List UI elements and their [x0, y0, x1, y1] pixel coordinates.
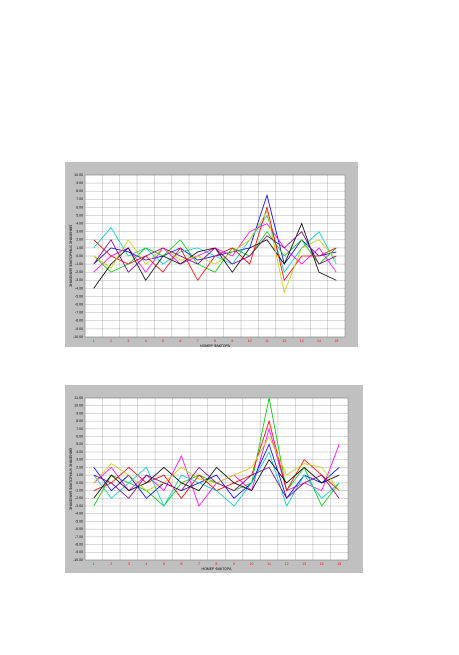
y-tick-label: 10.00	[74, 404, 83, 408]
x-tick-label: 5	[162, 339, 164, 343]
y-tick-label: -8.00	[75, 319, 83, 323]
x-tick-label: 10	[250, 562, 254, 566]
y-tick-label: -6.00	[75, 527, 83, 531]
x-tick-label: 6	[180, 562, 182, 566]
x-tick-label: 11	[265, 339, 269, 343]
y-tick-label: 6.00	[76, 434, 83, 438]
series-line	[93, 458, 340, 499]
y-tick-label: 0.00	[76, 254, 83, 258]
x-tick-label: 10	[248, 339, 252, 343]
y-tick-label: -9.00	[75, 550, 83, 554]
x-tick-label: 9	[233, 562, 235, 566]
y-axis-title: ЗНАЧЕНИЯ ФАКТОРНЫХ ЗНАЧЕНИЙ	[69, 225, 73, 287]
y-tick-label: 5.00	[76, 442, 83, 446]
y-tick-label: 2.00	[76, 238, 83, 242]
series-line	[93, 443, 340, 500]
y-tick-label: 1.00	[76, 473, 83, 477]
y-axis-title: ЗНАЧЕНИЯ ФАКТОРНЫХ ЗНАЧЕНИЙ	[69, 448, 73, 510]
y-tick-label: 1.00	[76, 246, 83, 250]
x-tick-label: 14	[317, 339, 321, 343]
y-tick-label: -6.00	[75, 303, 83, 307]
x-axis-title: НОМЕР ФАКТОРА	[202, 567, 233, 571]
y-tick-label: 8.00	[76, 189, 83, 193]
y-tick-label: 8.00	[76, 419, 83, 423]
series-line	[93, 205, 337, 282]
y-tick-label: -8.00	[75, 542, 83, 546]
x-tick-label: 5	[163, 562, 165, 566]
x-tick-label: 1	[93, 339, 95, 343]
y-tick-label: -7.00	[75, 535, 83, 539]
y-tick-label: 9.00	[76, 411, 83, 415]
x-tick-label: 12	[282, 339, 286, 343]
y-tick-label: -1.00	[75, 262, 83, 266]
y-tick-label: -9.00	[75, 327, 83, 331]
y-tick-label: 5.00	[76, 213, 83, 217]
x-tick-label: 8	[216, 562, 218, 566]
x-axis-title: НОМЕР ФАКТОРА	[200, 344, 231, 348]
y-tick-label: 9.00	[76, 181, 83, 185]
y-tick-label: 4.00	[76, 450, 83, 454]
y-tick-label: 6.00	[76, 205, 83, 209]
y-tick-label: -4.00	[75, 286, 83, 290]
y-tick-label: 4.00	[76, 222, 83, 226]
x-tick-label: 1	[93, 562, 95, 566]
series-line	[93, 210, 337, 294]
x-tick-label: 13	[302, 562, 306, 566]
series-line	[93, 466, 340, 499]
y-tick-label: 0.00	[76, 481, 83, 485]
x-tick-label: 2	[110, 562, 112, 566]
y-tick-label: 2.00	[76, 465, 83, 469]
x-tick-label: 8	[214, 339, 216, 343]
x-tick-label: 14	[320, 562, 324, 566]
x-tick-label: 4	[145, 562, 147, 566]
x-tick-label: 4	[145, 339, 147, 343]
x-tick-label: 13	[300, 339, 304, 343]
x-tick-label: 2	[110, 339, 112, 343]
y-tick-label: 10.00	[74, 173, 83, 177]
y-tick-label: -5.00	[75, 294, 83, 298]
y-tick-label: -5.00	[75, 519, 83, 523]
x-tick-label: 6	[179, 339, 181, 343]
y-tick-label: 11.00	[75, 396, 84, 400]
y-tick-label: -3.00	[75, 504, 83, 508]
series-line	[93, 451, 340, 507]
y-tick-label: -4.00	[75, 512, 83, 516]
y-tick-label: 3.00	[76, 458, 83, 462]
y-tick-label: -2.00	[75, 270, 83, 274]
x-tick-label: 3	[128, 562, 130, 566]
y-tick-label: -10.00	[73, 335, 83, 339]
x-tick-label: 9	[231, 339, 233, 343]
y-tick-label: -2.00	[75, 496, 83, 500]
x-tick-label: 15	[337, 562, 341, 566]
y-tick-label: -7.00	[75, 311, 83, 315]
x-tick-label: 7	[197, 339, 199, 343]
x-tick-label: 11	[267, 562, 271, 566]
series-line	[93, 231, 337, 273]
x-tick-label: 15	[334, 339, 338, 343]
y-tick-label: -1.00	[75, 488, 83, 492]
plot-area	[84, 397, 349, 561]
x-tick-label: 3	[127, 339, 129, 343]
y-tick-label: 7.00	[76, 427, 83, 431]
x-tick-label: 7	[198, 562, 200, 566]
y-tick-label: -3.00	[75, 278, 83, 282]
y-tick-label: 7.00	[76, 197, 83, 201]
x-tick-label: 12	[285, 562, 289, 566]
y-tick-label: -10.00	[73, 558, 83, 562]
y-tick-label: 3.00	[76, 230, 83, 234]
